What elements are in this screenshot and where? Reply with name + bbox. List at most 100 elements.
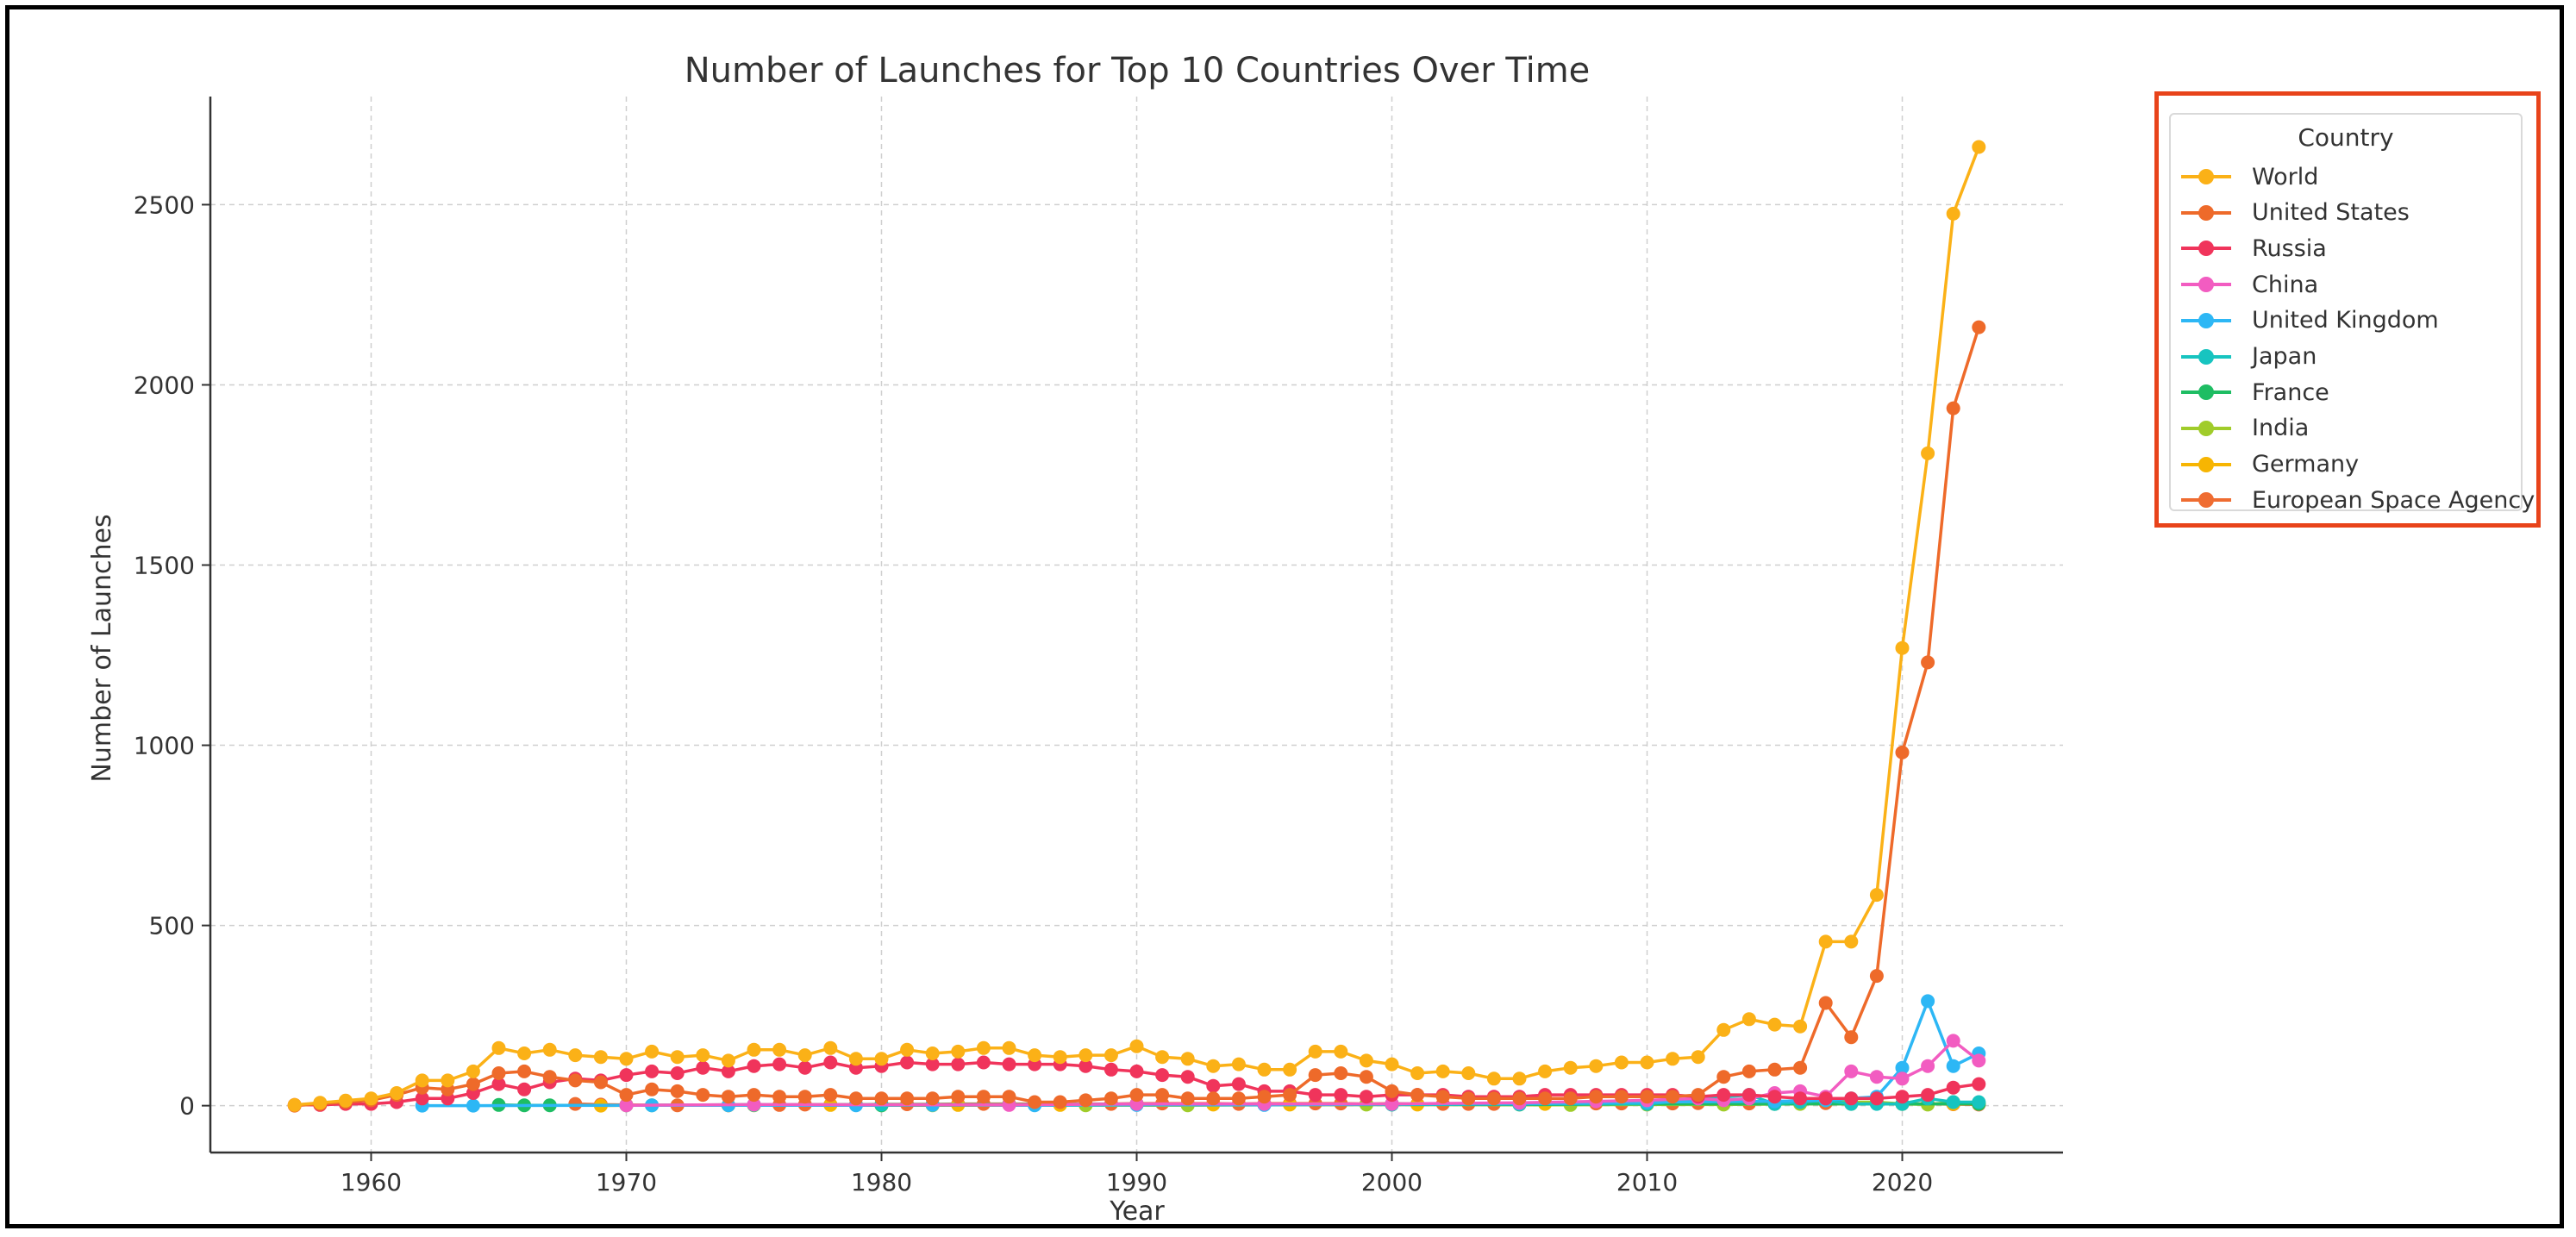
data-point-united-states — [1257, 1090, 1272, 1104]
data-point-russia — [1946, 1080, 1960, 1095]
data-point-russia — [747, 1059, 761, 1073]
data-point-world — [823, 1040, 838, 1055]
data-point-world — [1002, 1040, 1016, 1055]
data-point-russia — [1359, 1090, 1373, 1104]
data-point-united-states — [1410, 1088, 1425, 1103]
data-point-world — [517, 1046, 532, 1060]
data-point-russia — [951, 1057, 966, 1071]
data-point-world — [1640, 1055, 1654, 1070]
legend-item-china: China — [2178, 267, 2318, 302]
data-point-united-states — [1921, 655, 1935, 670]
data-point-united-states — [951, 1090, 966, 1104]
data-point-united-states — [1359, 1070, 1373, 1084]
data-point-united-states — [1104, 1091, 1118, 1106]
data-point-united-states — [491, 1066, 506, 1080]
data-point-world — [1741, 1012, 1756, 1027]
data-point-russia — [1921, 1088, 1935, 1103]
data-point-russia — [645, 1064, 660, 1078]
data-point-united-states — [721, 1090, 735, 1104]
data-point-russia — [696, 1060, 710, 1075]
data-point-united-states — [1844, 1030, 1859, 1045]
data-point-united-states — [1486, 1091, 1501, 1106]
data-point-united-states — [1895, 745, 1910, 759]
data-point-world — [287, 1097, 302, 1112]
data-point-united-states — [1767, 1062, 1782, 1077]
data-point-world — [1666, 1052, 1680, 1066]
data-point-united-states — [1614, 1090, 1629, 1104]
data-point-russia — [1079, 1059, 1093, 1073]
data-point-world — [772, 1042, 787, 1057]
data-point-united-states — [619, 1088, 634, 1103]
data-point-russia — [1844, 1091, 1859, 1106]
legend-label: Japan — [2252, 343, 2317, 370]
data-point-united-states — [593, 1075, 608, 1090]
data-point-china — [1921, 1059, 1935, 1073]
data-point-russia — [1767, 1090, 1782, 1104]
x-tick-label: 1970 — [596, 1168, 657, 1196]
data-point-united-states — [1691, 1088, 1705, 1103]
legend-label: Germany — [2252, 451, 2360, 478]
legend-swatch — [2178, 340, 2235, 374]
data-point-china — [1869, 1070, 1884, 1084]
data-point-world — [645, 1044, 660, 1059]
data-point-united-states — [1972, 320, 1986, 334]
legend-label: United Kingdom — [2252, 307, 2439, 334]
data-point-russia — [491, 1077, 506, 1091]
data-point-world — [1410, 1066, 1425, 1080]
data-point-russia — [517, 1082, 532, 1096]
data-point-china — [1844, 1064, 1859, 1078]
legend-label: World — [2252, 163, 2319, 191]
data-point-russia — [1793, 1091, 1808, 1106]
data-point-russia — [1180, 1070, 1195, 1084]
grid — [210, 97, 2063, 1153]
data-point-united-states — [1231, 1091, 1246, 1106]
data-point-world — [1589, 1059, 1604, 1073]
data-point-united-states — [1640, 1090, 1654, 1104]
data-point-united-states — [1435, 1090, 1450, 1104]
data-point-united-states — [1028, 1095, 1042, 1109]
data-point-united-states — [797, 1090, 812, 1104]
data-point-russia — [1972, 1077, 1986, 1091]
data-point-united-states — [1180, 1091, 1195, 1106]
data-point-united-states — [1818, 996, 1833, 1010]
legend-item-european-space-agency: European Space Agency — [2178, 483, 2535, 517]
data-point-russia — [772, 1057, 787, 1071]
data-point-russia — [823, 1055, 838, 1070]
data-point-china — [1946, 1034, 1960, 1048]
data-point-world — [441, 1073, 455, 1088]
data-point-world — [1206, 1059, 1221, 1073]
y-tick-label: 0 — [179, 1092, 195, 1121]
chart-title: Number of Launches for Top 10 Countries … — [685, 51, 1591, 91]
data-point-world — [1435, 1064, 1450, 1078]
legend-label: India — [2252, 415, 2310, 442]
chart-frame — [5, 5, 2564, 1228]
data-point-united-states — [848, 1091, 863, 1106]
data-point-china — [747, 1097, 761, 1112]
data-point-world — [1793, 1019, 1808, 1034]
data-point-world — [1334, 1044, 1348, 1059]
legend-swatch — [2178, 411, 2235, 446]
data-point-world — [721, 1053, 735, 1068]
data-point-united-states — [1869, 969, 1884, 984]
legend-item-world: World — [2178, 159, 2318, 194]
legend-item-russia: Russia — [2178, 231, 2327, 266]
data-point-united-states — [747, 1088, 761, 1103]
data-point-world — [1538, 1064, 1553, 1078]
data-point-russia — [1334, 1088, 1348, 1103]
data-point-russia — [619, 1068, 634, 1083]
legend-swatch — [2178, 196, 2235, 230]
legend-swatch — [2178, 159, 2235, 194]
data-point-world — [1844, 934, 1859, 949]
data-point-russia — [670, 1066, 685, 1080]
data-point-world — [848, 1052, 863, 1066]
data-point-world — [951, 1044, 966, 1059]
legend-swatch — [2178, 267, 2235, 302]
data-point-united-states — [1716, 1070, 1731, 1084]
data-point-united-states — [645, 1082, 660, 1096]
data-point-russia — [721, 1064, 735, 1078]
data-point-united-states — [1793, 1060, 1808, 1075]
data-point-japan — [1946, 1095, 1960, 1109]
data-point-russia — [1231, 1077, 1246, 1091]
data-point-world — [1461, 1066, 1476, 1080]
data-point-russia — [1741, 1088, 1756, 1103]
